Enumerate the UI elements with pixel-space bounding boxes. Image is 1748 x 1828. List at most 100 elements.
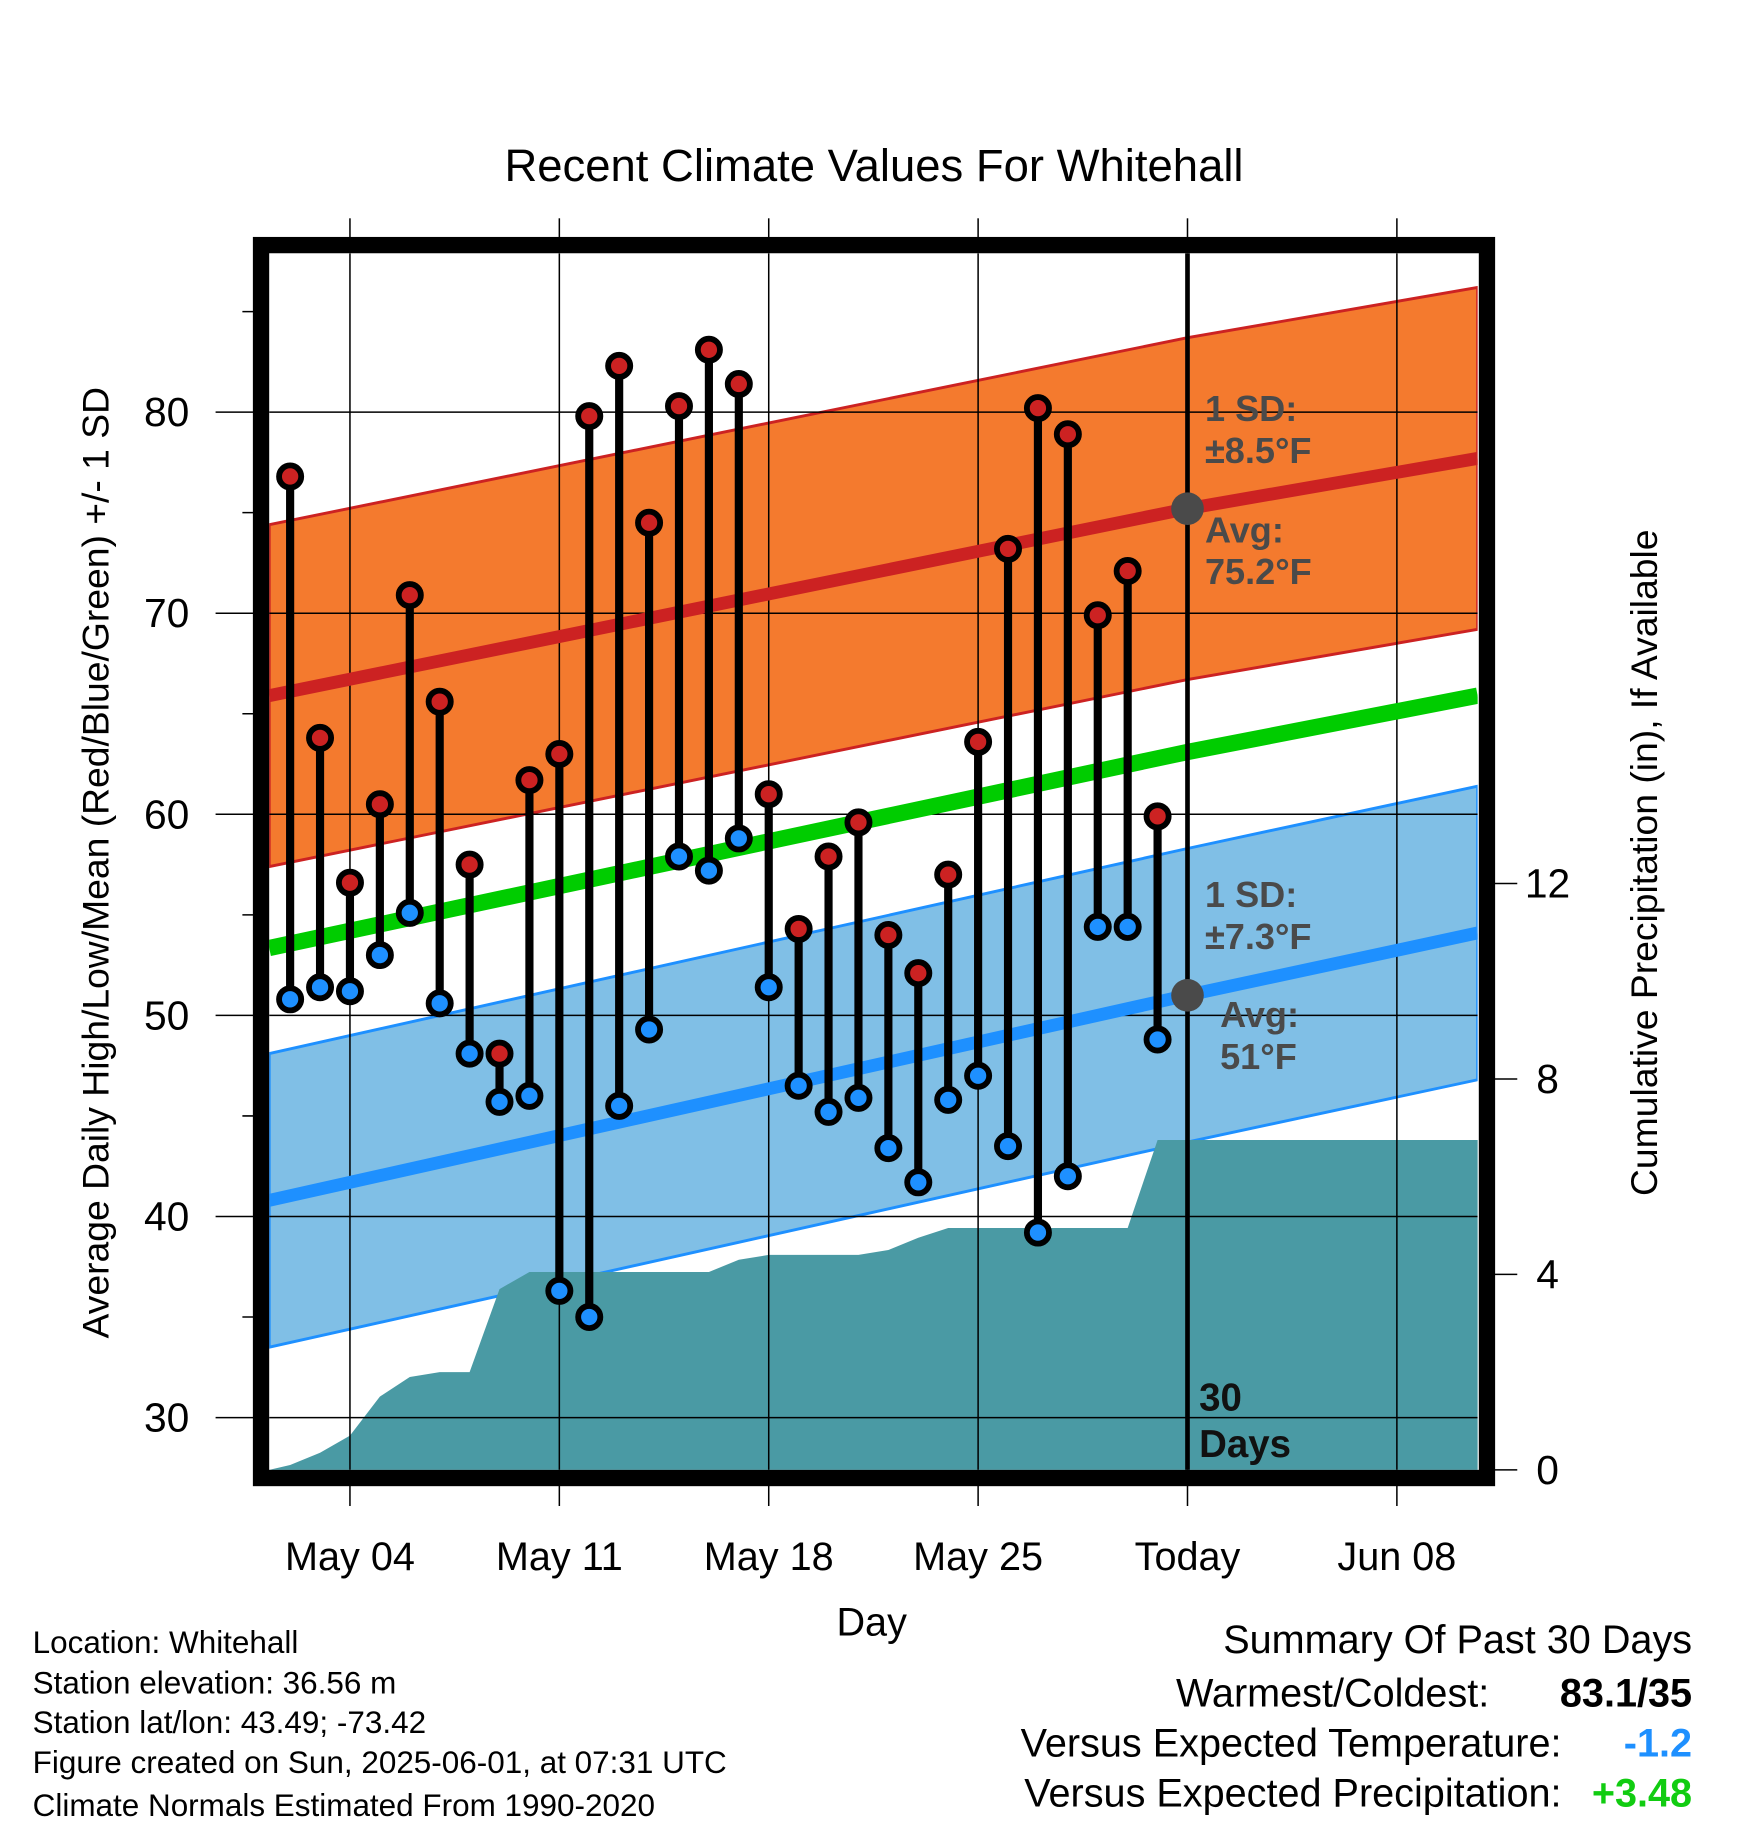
y-tick-label: 70 bbox=[144, 590, 189, 636]
y2-tick-label: 8 bbox=[1536, 1056, 1559, 1102]
high-sd-annotation: ±8.5°F bbox=[1205, 430, 1312, 471]
daily-high-point bbox=[485, 1039, 514, 1068]
daily-low-point bbox=[1143, 1025, 1172, 1054]
daily-low-point bbox=[485, 1087, 514, 1116]
daily-high-point bbox=[904, 959, 933, 988]
today-avg-low-point bbox=[1171, 978, 1204, 1012]
daily-high-point bbox=[1053, 420, 1082, 449]
daily-high-point bbox=[1113, 556, 1142, 585]
summary-label: Warmest/Coldest: bbox=[1176, 1671, 1489, 1715]
summary-value: 83.1/35 bbox=[1560, 1671, 1692, 1715]
daily-low-point bbox=[724, 824, 753, 853]
daily-low-point bbox=[964, 1061, 993, 1090]
y2-tick-label: 12 bbox=[1525, 861, 1570, 907]
footer-info-line: Location: Whitehall bbox=[33, 1625, 299, 1660]
x-tick-label: May 18 bbox=[704, 1535, 834, 1579]
daily-low-point bbox=[874, 1134, 903, 1163]
daily-low-point bbox=[276, 985, 305, 1014]
precip-area bbox=[269, 1140, 1478, 1470]
x-tick-label: May 25 bbox=[913, 1535, 1043, 1579]
x-tick-label: Jun 08 bbox=[1337, 1535, 1456, 1579]
daily-high-point bbox=[1143, 802, 1172, 831]
x-tick-label: Today bbox=[1135, 1535, 1241, 1579]
daily-high-point bbox=[515, 766, 544, 795]
daily-high-point bbox=[425, 687, 454, 716]
x-tick-label: May 04 bbox=[285, 1535, 415, 1579]
daily-low-point bbox=[784, 1071, 813, 1100]
daily-high-point bbox=[784, 914, 813, 943]
daily-high-point bbox=[545, 739, 574, 768]
daily-high-point bbox=[994, 534, 1023, 563]
high-avg-annotation: Avg: bbox=[1205, 509, 1284, 550]
daily-high-point bbox=[306, 723, 335, 752]
daily-low-point bbox=[545, 1276, 574, 1305]
daily-low-point bbox=[665, 842, 693, 871]
summary-value: -1.2 bbox=[1624, 1722, 1692, 1766]
daily-high-point bbox=[694, 335, 723, 364]
y-tick-label: 40 bbox=[144, 1193, 189, 1239]
daily-high-point bbox=[575, 402, 604, 431]
daily-high-point bbox=[1023, 394, 1052, 423]
footer-info-line: Station lat/lon: 43.49; -73.42 bbox=[33, 1705, 426, 1740]
low-avg-annotation: Avg: bbox=[1220, 994, 1299, 1035]
daily-high-point bbox=[635, 508, 664, 537]
daily-low-point bbox=[335, 977, 364, 1006]
daily-low-point bbox=[1113, 912, 1142, 941]
daily-high-point bbox=[455, 850, 484, 879]
daily-high-point bbox=[844, 808, 873, 837]
daily-low-point bbox=[1083, 912, 1112, 941]
high-sd-annotation: 1 SD: bbox=[1205, 388, 1297, 429]
daily-low-point bbox=[934, 1085, 963, 1114]
x-axis-label: Day bbox=[836, 1600, 907, 1644]
daily-low-point bbox=[365, 941, 394, 970]
daily-low-point bbox=[844, 1083, 873, 1112]
low-sd-annotation: 1 SD: bbox=[1205, 874, 1297, 915]
daily-low-point bbox=[395, 898, 424, 927]
daily-high-point bbox=[754, 780, 783, 809]
summary-value: +3.48 bbox=[1592, 1772, 1692, 1816]
daily-high-point bbox=[276, 462, 305, 491]
today-avg-high-point bbox=[1171, 492, 1204, 525]
y2-tick-label: 4 bbox=[1536, 1251, 1559, 1297]
daily-low-point bbox=[605, 1091, 634, 1120]
daily-high-point bbox=[665, 392, 693, 421]
daily-low-point bbox=[1053, 1162, 1082, 1191]
window-annotation: 30 bbox=[1199, 1376, 1242, 1419]
daily-high-point bbox=[874, 920, 903, 949]
y2-tick-label: 0 bbox=[1536, 1447, 1559, 1493]
footer-info-line: Figure created on Sun, 2025-06-01, at 07… bbox=[33, 1745, 727, 1780]
y-axis-label: Average Daily High/Low/Mean (Red/Blue/Gr… bbox=[74, 387, 116, 1338]
daily-low-point bbox=[694, 856, 723, 885]
daily-low-point bbox=[455, 1039, 484, 1068]
daily-high-point bbox=[365, 790, 394, 819]
low-avg-annotation: 51°F bbox=[1220, 1036, 1297, 1077]
window-annotation: Days bbox=[1199, 1423, 1291, 1466]
y-tick-label: 30 bbox=[144, 1395, 189, 1441]
y-tick-label: 50 bbox=[144, 992, 189, 1038]
summary-label: Versus Expected Precipitation: bbox=[1024, 1772, 1561, 1816]
daily-high-point bbox=[934, 860, 963, 889]
high-avg-annotation: 75.2°F bbox=[1205, 551, 1312, 592]
daily-low-point bbox=[635, 1015, 664, 1044]
daily-low-point bbox=[754, 973, 783, 1002]
daily-low-point bbox=[1023, 1218, 1052, 1247]
footer-info-line: Climate Normals Estimated From 1990-2020 bbox=[33, 1788, 655, 1823]
daily-high-point bbox=[1083, 601, 1112, 630]
daily-low-point bbox=[994, 1132, 1023, 1161]
chart-title: Recent Climate Values For Whitehall bbox=[504, 140, 1243, 191]
y-tick-label: 80 bbox=[144, 389, 189, 435]
daily-high-point bbox=[964, 727, 993, 756]
daily-low-point bbox=[814, 1097, 843, 1126]
x-tick-label: May 11 bbox=[496, 1535, 623, 1579]
daily-high-point bbox=[814, 842, 843, 871]
y2-axis-label: Cumulative Precipitation (in), If Availa… bbox=[1623, 529, 1665, 1196]
daily-low-point bbox=[515, 1081, 544, 1110]
footer-info-line: Station elevation: 36.56 m bbox=[33, 1666, 397, 1701]
daily-low-point bbox=[425, 989, 454, 1018]
plot-frame bbox=[252, 236, 1496, 1487]
y-tick-label: 60 bbox=[144, 791, 189, 837]
daily-low-point bbox=[306, 973, 335, 1002]
low-sd-annotation: ±7.3°F bbox=[1205, 916, 1312, 957]
daily-high-point bbox=[724, 369, 753, 398]
